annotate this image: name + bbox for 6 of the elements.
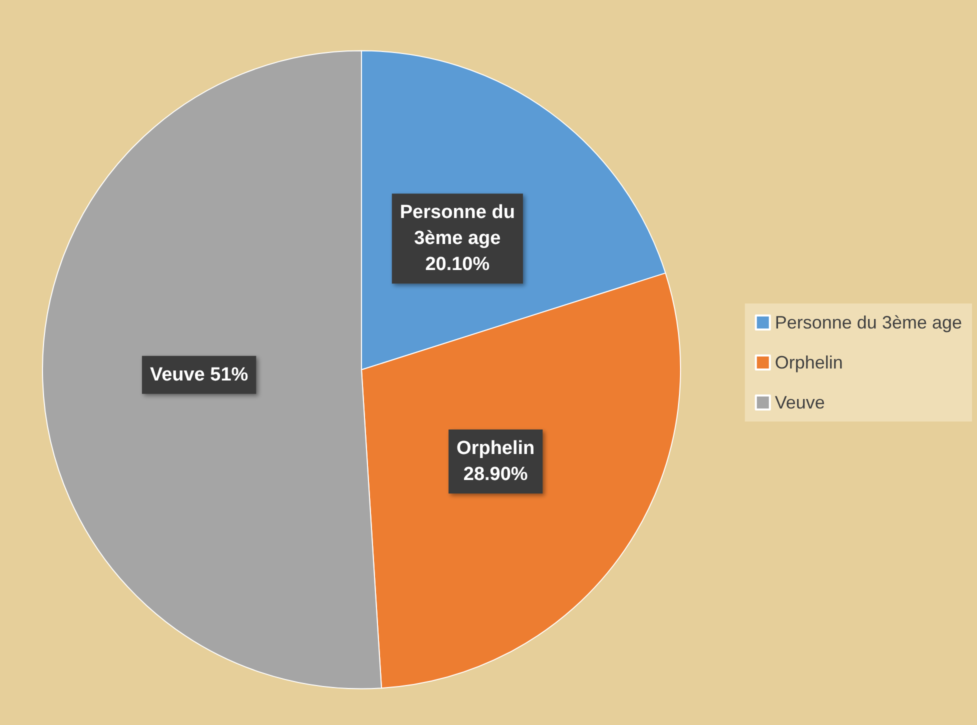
legend-label: Personne du 3ème age (774, 312, 962, 332)
data-label: Veuve 51% (150, 364, 248, 386)
legend-label: Veuve (774, 392, 825, 412)
data-label: Personne du 3ème age 20.10% (400, 202, 515, 276)
data-label: Orphelin 28.90% (456, 438, 535, 486)
legend-label: Orphelin (774, 352, 843, 372)
